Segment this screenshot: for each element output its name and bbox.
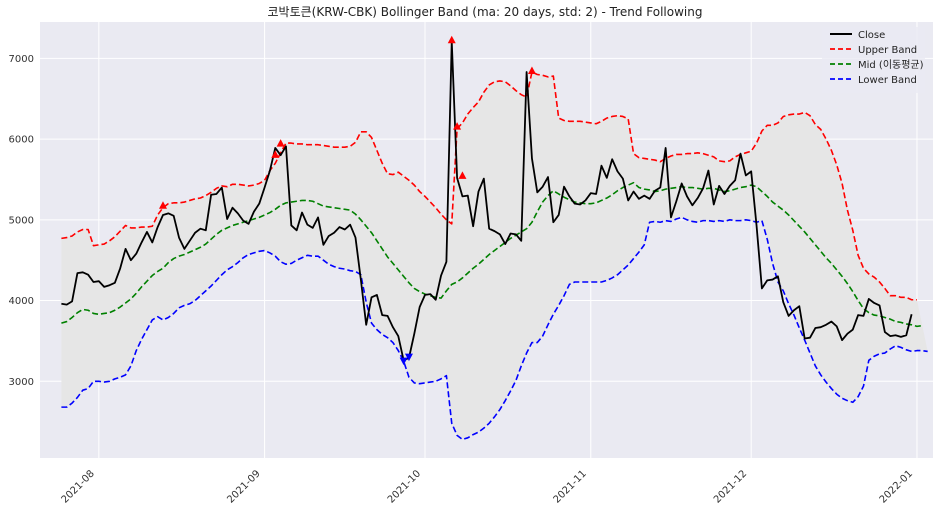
x-tick-label: 2021-08 (60, 468, 97, 505)
buy-signal-marker (458, 171, 467, 179)
x-tick-label: 2021-11 (552, 468, 589, 505)
buy-signal-marker (276, 139, 285, 147)
x-tick-label: 2021-10 (386, 468, 423, 505)
chart-title: 코박토큰(KRW-CBK) Bollinger Band (ma: 20 day… (268, 5, 703, 19)
sell-signal-marker (399, 357, 408, 366)
legend-upper-label: Upper Band (858, 45, 917, 56)
legend-mid-label: Mid (이동평균) (858, 59, 924, 71)
legend-lower-label: Lower Band (858, 75, 917, 86)
buy-signal-marker (158, 201, 167, 209)
series-layer (61, 40, 928, 441)
buy-signal-marker (271, 150, 280, 158)
chart-legend: Close Upper Band Mid (이동평균) Lower Band (822, 27, 925, 93)
signal-markers (158, 35, 536, 366)
buy-signal-marker (453, 122, 462, 130)
x-tick-label: 2021-09 (225, 468, 262, 505)
sell-signal-marker (404, 353, 413, 362)
x-tick-label: 2022-01 (878, 468, 915, 505)
y-tick-label: 5000 (9, 215, 34, 226)
buy-signal-marker (447, 35, 456, 44)
buy-signal-marker (527, 66, 536, 74)
y-tick-label: 6000 (9, 135, 34, 146)
y-tick-label: 7000 (9, 54, 34, 65)
legend-close-label: Close (858, 30, 885, 41)
mid-band-line (61, 181, 923, 328)
upper-band-line (61, 71, 917, 301)
y-tick-label: 4000 (9, 296, 34, 307)
legend-box (822, 27, 925, 93)
x-tick-label: 2021-12 (712, 468, 749, 505)
close-line (61, 40, 913, 362)
y-tick-label: 3000 (9, 377, 34, 388)
lower-band-line (61, 216, 928, 441)
band-fill-layer (61, 72, 928, 440)
band-fill (61, 72, 928, 440)
